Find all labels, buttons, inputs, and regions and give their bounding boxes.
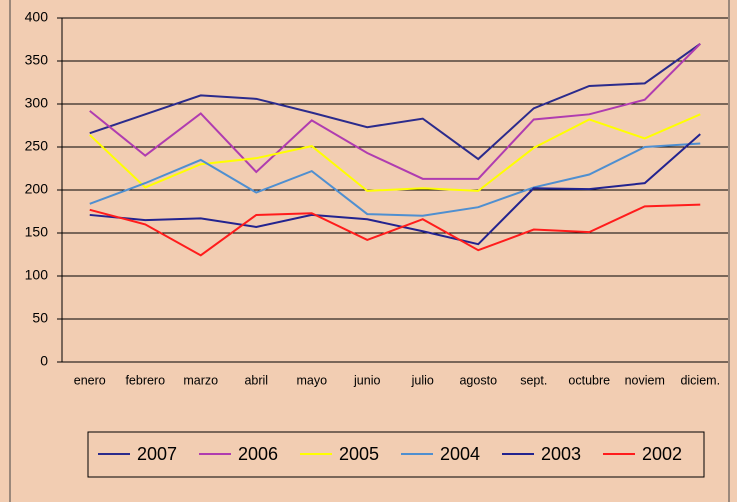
x-tick-label: octubre [568, 373, 610, 387]
series-line [89, 133, 701, 246]
legend-label: 2005 [339, 444, 379, 464]
y-tick-label: 100 [25, 267, 49, 283]
x-tick-label: junio [353, 373, 380, 387]
series-line [89, 43, 701, 180]
series-line [89, 42, 701, 161]
series-line [89, 113, 701, 192]
x-tick-label: mayo [296, 373, 327, 387]
legend-label: 2002 [642, 444, 682, 464]
x-tick-label: febrero [125, 373, 165, 387]
x-tick-label: julio [411, 373, 434, 387]
x-tick-label: agosto [459, 373, 497, 387]
legend-box [87, 431, 705, 478]
legend-label: 2003 [541, 444, 581, 464]
y-tick-label: 300 [25, 95, 49, 111]
y-tick-label: 200 [25, 181, 49, 197]
x-tick-label: noviem [625, 373, 665, 387]
y-tick-label: 250 [25, 138, 49, 154]
y-tick-label: 400 [25, 9, 49, 25]
y-tick-label: 50 [32, 310, 48, 326]
x-tick-label: sept. [520, 373, 547, 387]
x-tick-label: diciem. [680, 373, 720, 387]
y-tick-label: 0 [40, 353, 48, 369]
x-tick-label: marzo [183, 373, 218, 387]
x-tick-label: enero [74, 373, 106, 387]
series-line [89, 142, 701, 217]
legend-label: 2007 [137, 444, 177, 464]
y-tick-label: 350 [25, 52, 49, 68]
legend-label: 2006 [238, 444, 278, 464]
y-tick-label: 150 [25, 224, 49, 240]
series-line [89, 203, 701, 257]
legend-label: 2004 [440, 444, 480, 464]
x-tick-label: abril [244, 373, 268, 387]
